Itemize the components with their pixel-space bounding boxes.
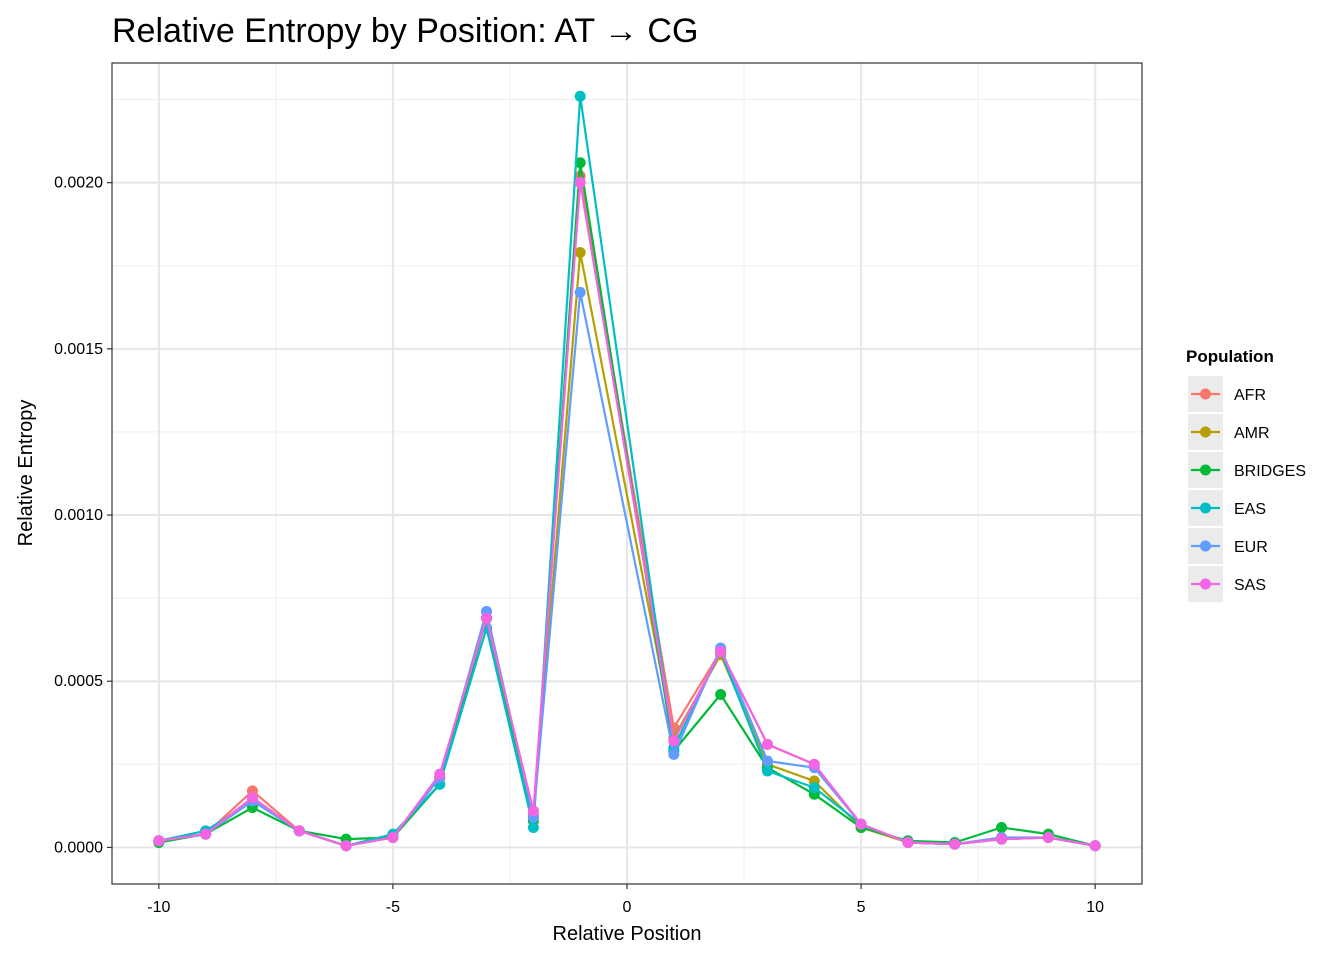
legend-key-point: [1200, 540, 1211, 552]
legend-label-eur: EUR: [1234, 539, 1268, 556]
legend-label-eas: EAS: [1234, 501, 1266, 518]
legend-key-point: [1200, 426, 1211, 438]
y-tick-label: 0.0020: [54, 175, 103, 192]
data-point-sas: [808, 758, 820, 770]
data-point-eur: [574, 286, 586, 298]
data-point-eas: [527, 821, 539, 833]
data-point-amr: [574, 246, 586, 258]
data-point-sas: [1089, 840, 1101, 852]
data-point-bridges: [574, 157, 586, 169]
legend-label-bridges: BRIDGES: [1234, 463, 1306, 480]
x-axis-title: Relative Position: [553, 923, 702, 945]
data-point-sas: [387, 831, 399, 843]
x-tick-label: -5: [386, 899, 400, 916]
x-tick-label: -10: [147, 899, 170, 916]
data-point-sas: [200, 828, 212, 840]
x-axis: -10 -5 0 5 10: [147, 884, 1104, 916]
series-sas: [153, 177, 1101, 852]
data-point-eur: [668, 748, 680, 760]
legend-item-sas: SAS: [1188, 566, 1266, 602]
legend-item-bridges: BRIDGES: [1188, 452, 1306, 488]
legend-item-amr: AMR: [1188, 414, 1270, 450]
data-point-sas: [153, 835, 165, 847]
x-tick-label: 0: [623, 899, 632, 916]
legend-label-afr: AFR: [1234, 387, 1266, 404]
data-point-sas: [855, 818, 867, 830]
legend-item-eas: EAS: [1188, 490, 1266, 526]
data-point-bridges: [715, 689, 727, 701]
legend-title: Population: [1186, 347, 1274, 366]
x-tick-label: 5: [857, 899, 866, 916]
data-point-sas: [949, 838, 961, 850]
y-tick-label: 0.0015: [54, 341, 103, 358]
legend-items: AFR AMR BRIDGES EAS EUR SAS: [1188, 376, 1306, 602]
data-point-eas: [761, 765, 773, 777]
series-layer: [153, 90, 1101, 852]
data-point-sas: [434, 768, 446, 780]
legend-item-eur: EUR: [1188, 528, 1268, 564]
legend-label-amr: AMR: [1234, 425, 1270, 442]
y-tick-label: 0.0005: [54, 673, 103, 690]
data-point-eur: [761, 755, 773, 767]
legend: Population AFR AMR BRIDGES EAS EUR SAS: [1186, 347, 1306, 602]
y-axis-title: Relative Entropy: [15, 400, 37, 547]
data-point-sas: [902, 836, 914, 848]
data-point-sas: [246, 792, 258, 804]
legend-item-afr: AFR: [1188, 376, 1266, 412]
legend-label-sas: SAS: [1234, 577, 1266, 594]
data-point-sas: [340, 840, 352, 852]
legend-key-point: [1200, 502, 1211, 514]
chart-title: Relative Entropy by Position: AT → CG: [112, 12, 698, 50]
y-axis: 0.0000 0.0005 0.0010 0.0015 0.0020: [54, 175, 112, 856]
x-tick-label: 10: [1086, 899, 1104, 916]
data-point-sas: [293, 825, 305, 837]
legend-key-point: [1200, 388, 1211, 400]
data-point-sas: [1042, 831, 1054, 843]
legend-key-point: [1200, 578, 1211, 590]
data-point-eas: [808, 782, 820, 794]
data-point-sas: [527, 805, 539, 817]
data-point-sas: [996, 833, 1008, 845]
y-tick-label: 0.0000: [54, 839, 103, 856]
data-point-sas: [481, 612, 493, 624]
data-point-sas: [668, 735, 680, 747]
legend-key-point: [1200, 464, 1211, 476]
data-point-sas: [574, 177, 586, 189]
y-tick-label: 0.0010: [54, 507, 103, 524]
major-gridlines: [112, 63, 1142, 884]
data-point-sas: [761, 738, 773, 750]
data-point-bridges: [996, 821, 1008, 833]
series-line-sas: [158, 181, 1096, 847]
data-point-sas: [715, 645, 727, 657]
data-point-eas: [574, 90, 586, 102]
